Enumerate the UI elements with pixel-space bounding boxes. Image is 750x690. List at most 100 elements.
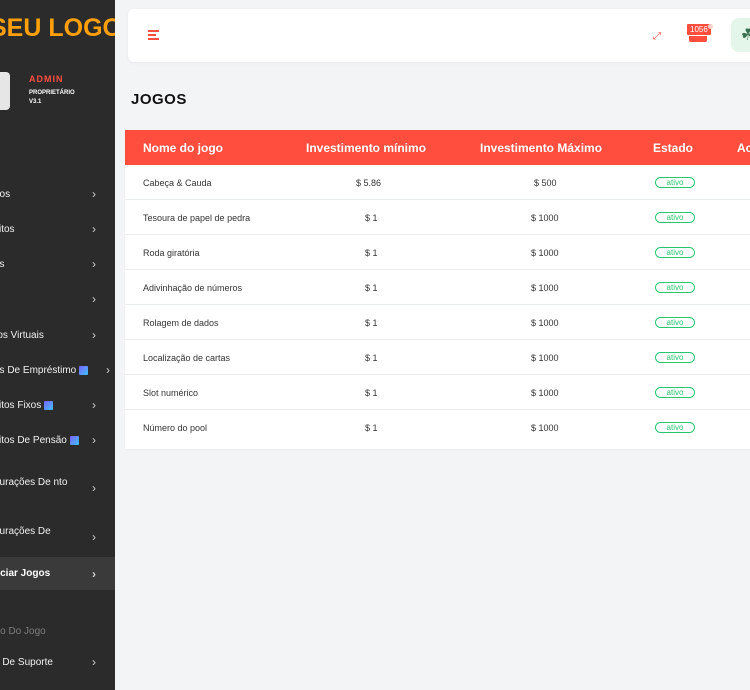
min-investment: $ 1 xyxy=(365,353,378,363)
page-title: JOGOS xyxy=(131,91,187,108)
notification-button[interactable]: 1056 xyxy=(686,23,713,46)
chevron-right-icon: › xyxy=(92,292,96,306)
game-name: Número do pool xyxy=(143,423,208,433)
profile-title: PROPRIETÁRIO xyxy=(29,90,75,96)
new-badge-icon xyxy=(44,400,54,410)
status-badge: ativo xyxy=(655,282,695,293)
table-row: Roda giratória $ 1 $ 1000 ativo xyxy=(125,235,750,270)
chevron-right-icon: › xyxy=(92,433,96,447)
chevron-right-icon: › xyxy=(92,566,96,581)
column-header-name: Nome do jogo xyxy=(143,141,223,155)
max-investment: $ 1000 xyxy=(531,318,559,328)
column-header-actions: Ac xyxy=(737,141,750,155)
sidebar-item-gerenciar-jogos[interactable]: nciar Jogos › xyxy=(0,557,115,590)
table-header: Nome do jogo Investimento mínimo Investi… xyxy=(125,130,750,165)
sidebar-item-label: sitos De Pensão xyxy=(0,435,79,446)
game-name: Rolagem de dados xyxy=(143,318,219,328)
sidebar-item-label: ros Virtuais xyxy=(0,329,44,341)
status-badge: ativo xyxy=(655,352,695,363)
sidebar-item-label: as De Empréstimo xyxy=(0,364,89,376)
game-name: Localização de cartas xyxy=(143,353,231,363)
profile-role: ADMIN xyxy=(29,74,64,84)
table-row: Cabeça & Cauda $ 5.86 $ 500 ativo xyxy=(125,165,750,200)
sidebar-item-depositos-pensao[interactable]: sitos De Pensão › xyxy=(0,426,115,454)
max-investment: $ 1000 xyxy=(531,353,559,363)
chevron-right-icon: › xyxy=(106,363,110,377)
sidebar-item-label: sitos xyxy=(0,223,15,235)
chevron-right-icon: › xyxy=(92,655,96,669)
table-row: Slot numérico $ 1 $ 1000 ativo xyxy=(125,375,750,410)
max-investment: $ 1000 xyxy=(531,248,559,258)
table-row: Número do pool $ 1 $ 1000 ativo xyxy=(125,410,750,445)
profile-version: V3.1 xyxy=(29,99,42,105)
sidebar-item-label: rios xyxy=(0,188,11,200)
sidebar-item-text: sitos De Pensão xyxy=(0,434,67,446)
sidebar-item-label: gurações De xyxy=(0,526,51,537)
min-investment: $ 1 xyxy=(365,318,378,328)
chevron-right-icon: › xyxy=(92,187,96,201)
sidebar-subitem-registro-jogo[interactable]: tro Do Jogo xyxy=(0,626,46,637)
sidebar-item-configuracoes[interactable]: gurações De › xyxy=(0,514,115,550)
status-badge: ativo xyxy=(655,317,695,328)
chevron-right-icon: › xyxy=(92,328,96,342)
user-avatar[interactable]: ☘ xyxy=(731,18,750,52)
sidebar-item-depositos[interactable]: sitos › xyxy=(0,215,115,243)
sidebar-item-emprestimo[interactable]: as De Empréstimo › xyxy=(0,356,115,384)
sidebar: SEU LOGO ADMIN PROPRIETÁRIO V3.1 l rios … xyxy=(0,0,115,690)
game-name: Tesoura de papel de pedra xyxy=(143,213,251,223)
status-badge: ativo xyxy=(655,177,695,188)
chevron-right-icon: › xyxy=(92,481,96,495)
table-row: Adivinhação de números $ 1 $ 1000 ativo xyxy=(125,270,750,305)
new-badge-icon xyxy=(79,365,89,375)
sidebar-item-depositos-fixos[interactable]: sitos Fixos › xyxy=(0,391,115,419)
fullscreen-icon[interactable]: ⤢ xyxy=(653,31,661,42)
chevron-right-icon: › xyxy=(92,398,96,412)
min-investment: $ 1 xyxy=(365,283,378,293)
max-investment: $ 500 xyxy=(534,178,557,188)
sidebar-item-configuracoes-pagamento[interactable]: gurações De nto › xyxy=(0,465,115,501)
notification-dot xyxy=(708,24,713,29)
chevron-right-icon: › xyxy=(92,530,96,544)
max-investment: $ 1000 xyxy=(531,388,559,398)
max-investment: $ 1000 xyxy=(531,283,559,293)
sidebar-item-untitled[interactable]: › xyxy=(0,285,115,313)
brand-logo[interactable]: SEU LOGO xyxy=(0,14,115,42)
min-investment: $ 5.86 xyxy=(356,178,382,188)
profile-avatar[interactable] xyxy=(0,72,10,110)
games-table: Nome do jogo Investimento mínimo Investi… xyxy=(125,130,750,449)
sidebar-item-usuarios[interactable]: rios › xyxy=(0,180,115,208)
chevron-right-icon: › xyxy=(92,257,96,271)
sidebar-item-label: os xyxy=(0,258,5,270)
min-investment: $ 1 xyxy=(365,213,378,223)
table-row: Tesoura de papel de pedra $ 1 $ 1000 ati… xyxy=(125,200,750,235)
column-header-min: Investimento mínimo xyxy=(306,141,427,155)
min-investment: $ 1 xyxy=(365,388,378,398)
sidebar-item-suporte[interactable]: e De Suporte › xyxy=(0,648,115,676)
sidebar-item-saques[interactable]: os › xyxy=(0,250,115,278)
sidebar-item-text: as De Empréstimo xyxy=(0,364,77,376)
column-header-status: Estado xyxy=(653,141,694,155)
max-investment: $ 1000 xyxy=(531,423,559,433)
game-name: Adivinhação de números xyxy=(143,283,243,293)
column-header-max: Investimento Máximo xyxy=(480,141,603,155)
table-row: Rolagem de dados $ 1 $ 1000 ativo xyxy=(125,305,750,340)
game-name: Cabeça & Cauda xyxy=(143,178,212,188)
min-investment: $ 1 xyxy=(365,423,378,433)
max-investment: $ 1000 xyxy=(531,213,559,223)
sidebar-item-cartoes-virtuais[interactable]: ros Virtuais › xyxy=(0,321,115,349)
chevron-right-icon: › xyxy=(92,222,96,236)
sidebar-item-text: sitos Fixos xyxy=(0,399,42,411)
status-badge: ativo xyxy=(655,387,695,398)
sidebar-item-label: gurações De nto xyxy=(0,477,68,488)
sidebar-item-label: e De Suporte xyxy=(0,656,53,668)
sidebar-item-dashboard[interactable]: l xyxy=(0,145,115,173)
status-badge: ativo xyxy=(655,422,695,433)
sidebar-item-label: sitos Fixos xyxy=(0,399,54,411)
table-row: Localização de cartas $ 1 $ 1000 ativo xyxy=(125,340,750,375)
sidebar-item-label: nciar Jogos xyxy=(0,568,51,579)
status-badge: ativo xyxy=(655,247,695,258)
hamburger-menu-icon[interactable] xyxy=(148,30,159,40)
notification-count-badge: 1056 xyxy=(686,23,712,36)
game-name: Slot numérico xyxy=(143,388,199,398)
top-bar: ⤢ 1056 ☘ xyxy=(128,9,750,62)
